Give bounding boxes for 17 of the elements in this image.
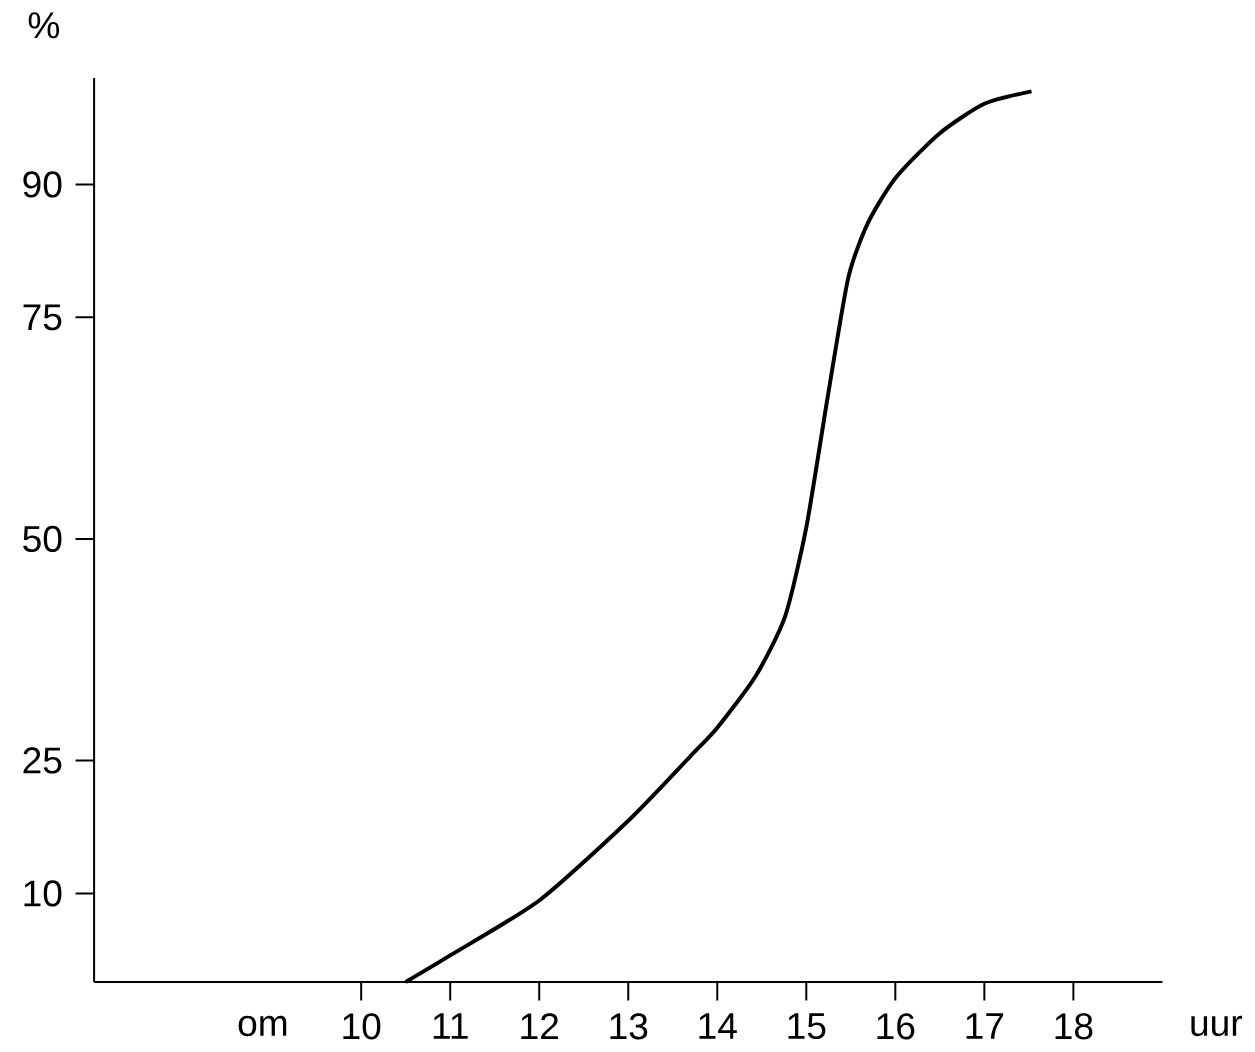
y-tick-label: 25 — [23, 747, 62, 774]
y-tick-label: 50 — [23, 525, 62, 553]
x-tick-label: 16 — [877, 1013, 915, 1040]
x-tick-label: 12 — [521, 1013, 558, 1040]
x-tick-label: 10 — [343, 1013, 381, 1040]
y-axis-title: % — [28, 12, 60, 39]
x-tick-label: 17 — [966, 1013, 1004, 1039]
y-tick-label: 90 — [23, 171, 62, 198]
y-tick-label: 75 — [23, 304, 62, 331]
x-axis-title: uur — [1191, 1015, 1243, 1037]
text: om — [238, 1015, 287, 1037]
x-tick-label: 14 — [699, 1013, 737, 1039]
x-tick-label: 15 — [788, 1013, 826, 1040]
x-tick-label: 18 — [1055, 1013, 1093, 1040]
y-tick-label: 10 — [24, 880, 62, 907]
x-tick-label: 13 — [610, 1013, 648, 1040]
x-tick-label: 11 — [433, 1013, 468, 1039]
